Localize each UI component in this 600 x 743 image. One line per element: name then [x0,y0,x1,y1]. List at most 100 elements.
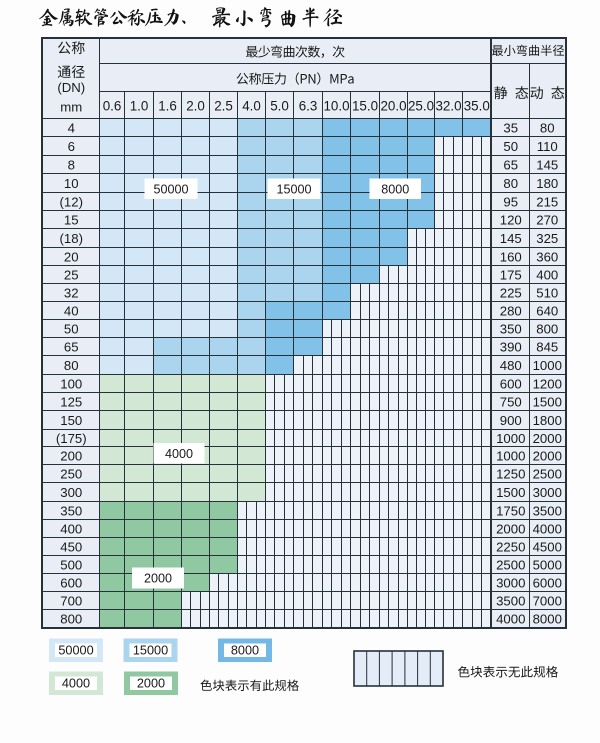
svg-text:25.0: 25.0 [408,99,434,114]
svg-text:2000: 2000 [533,449,562,464]
svg-text:65: 65 [503,158,518,173]
svg-text:300: 300 [60,485,82,500]
svg-text:1500: 1500 [533,395,562,410]
svg-text:80: 80 [503,176,518,191]
svg-text:1000: 1000 [496,431,525,446]
svg-text:800: 800 [536,322,558,337]
svg-text:(175): (175) [56,431,87,446]
svg-text:1250: 1250 [496,467,525,482]
svg-text:160: 160 [500,250,522,265]
svg-text:50: 50 [64,322,79,337]
svg-text:510: 510 [536,286,558,301]
svg-text:32: 32 [64,286,79,301]
svg-text:500: 500 [60,558,82,573]
svg-text:3500: 3500 [496,594,525,609]
svg-text:80: 80 [64,358,79,373]
svg-text:400: 400 [60,522,82,537]
svg-text:20.0: 20.0 [380,99,406,114]
svg-text:325: 325 [536,231,558,246]
svg-text:350: 350 [60,504,82,519]
svg-text:350: 350 [500,322,522,337]
svg-text:2500: 2500 [533,467,562,482]
svg-text:15.0: 15.0 [352,99,378,114]
svg-text:25: 25 [64,268,79,283]
svg-text:2500: 2500 [496,558,525,573]
svg-text:1800: 1800 [533,413,562,428]
svg-text:4000: 4000 [62,677,90,691]
svg-text:215: 215 [536,195,558,210]
svg-text:2000: 2000 [496,522,525,537]
svg-text:65: 65 [64,340,79,355]
svg-text:1000: 1000 [496,449,525,464]
svg-text:280: 280 [500,304,522,319]
svg-text:750: 750 [500,395,522,410]
svg-text:480: 480 [500,358,522,373]
svg-text:2000: 2000 [533,431,562,446]
svg-text:145: 145 [536,158,558,173]
svg-text:3500: 3500 [533,504,562,519]
svg-text:40: 40 [64,304,79,319]
svg-text:7000: 7000 [533,594,562,609]
svg-text:180: 180 [536,176,558,191]
svg-text:120: 120 [500,213,522,228]
svg-text:4: 4 [68,121,75,136]
svg-text:15: 15 [64,213,79,228]
svg-text:35.0: 35.0 [464,99,490,114]
svg-text:(DN): (DN) [57,80,85,95]
svg-text:100: 100 [60,377,82,392]
svg-text:1000: 1000 [533,358,562,373]
svg-text:6: 6 [68,139,75,154]
svg-text:3000: 3000 [533,485,562,500]
svg-text:2.0: 2.0 [186,99,205,114]
svg-text:50: 50 [503,139,518,154]
svg-text:150: 150 [60,413,82,428]
svg-text:4000: 4000 [533,522,562,537]
svg-text:1200: 1200 [533,377,562,392]
svg-text:10: 10 [64,176,79,191]
svg-text:8000: 8000 [231,644,259,658]
svg-text:8000: 8000 [533,611,562,626]
svg-text:2000: 2000 [137,677,165,691]
svg-text:20: 20 [64,250,79,265]
svg-text:mm: mm [60,100,82,115]
svg-text:900: 900 [500,413,522,428]
svg-text:6.3: 6.3 [299,99,318,114]
svg-text:2000: 2000 [144,572,172,586]
svg-text:360: 360 [536,250,558,265]
svg-text:80: 80 [540,121,555,136]
svg-text:2250: 2250 [496,540,525,555]
svg-text:15000: 15000 [276,182,311,196]
svg-text:4000: 4000 [165,447,193,461]
svg-text:110: 110 [537,139,558,154]
svg-text:845: 845 [536,340,558,355]
svg-text:6000: 6000 [533,576,562,591]
svg-text:4500: 4500 [533,540,562,555]
svg-text:2.5: 2.5 [214,99,233,114]
svg-text:4000: 4000 [496,611,525,626]
svg-text:640: 640 [536,304,558,319]
svg-text:(12): (12) [60,195,83,210]
svg-text:10.0: 10.0 [323,99,349,114]
svg-text:5.0: 5.0 [270,99,289,114]
svg-text:8: 8 [68,158,75,173]
svg-text:50000: 50000 [58,644,93,658]
svg-text:50000: 50000 [153,182,188,196]
svg-text:600: 600 [60,576,82,591]
svg-text:200: 200 [60,449,82,464]
svg-text:35: 35 [503,121,518,136]
svg-text:450: 450 [60,540,82,555]
svg-text:175: 175 [500,268,522,283]
svg-text:400: 400 [536,268,558,283]
svg-text:8000: 8000 [381,182,409,196]
svg-text:700: 700 [60,594,82,609]
svg-text:32.0: 32.0 [435,99,461,114]
svg-text:390: 390 [500,340,522,355]
svg-text:(18): (18) [60,231,83,246]
svg-text:145: 145 [500,231,522,246]
svg-text:250: 250 [60,467,82,482]
svg-text:270: 270 [536,213,558,228]
svg-text:1750: 1750 [496,504,525,519]
svg-text:600: 600 [500,377,522,392]
svg-text:5000: 5000 [533,558,562,573]
svg-text:4.0: 4.0 [242,99,261,114]
